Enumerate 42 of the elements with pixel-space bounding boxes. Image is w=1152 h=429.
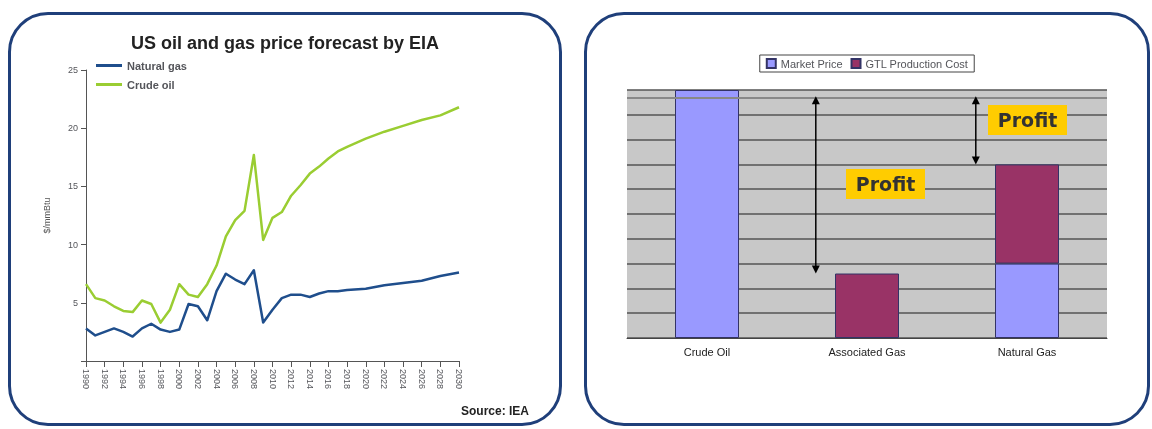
legend-label: Natural gas (127, 59, 187, 72)
x-tick-label: Crude Oil (683, 345, 731, 358)
source-note: Source: IEA (460, 404, 530, 418)
x-tick-label: Associated Gas (828, 345, 907, 358)
x-tick-label: 2020 (360, 369, 371, 390)
y-tick-label: 25 (67, 65, 78, 75)
x-tick-label: 2012 (286, 369, 297, 390)
y-tick-label: 10 (67, 239, 78, 250)
x-tick-label: 1990 (81, 369, 91, 390)
bar (675, 90, 739, 338)
x-tick-label: 1992 (99, 369, 110, 390)
x-tick-label: 2006 (230, 369, 241, 390)
x-tick-label: 1996 (136, 369, 147, 390)
x-tick-label: 2010 (267, 369, 278, 390)
x-tick-label: 2018 (342, 369, 353, 390)
x-tick-label: 2008 (248, 369, 259, 390)
x-tick-label: 1998 (155, 369, 166, 390)
legend-label: Market Price (780, 57, 843, 70)
x-tick-label: 2014 (304, 369, 315, 390)
bar (835, 273, 899, 338)
y-tick-label: 20 (67, 123, 78, 134)
line-series (84, 106, 461, 324)
x-tick-label: Natural Gas (997, 345, 1057, 358)
x-tick-label: 2030 (454, 369, 464, 390)
x-tick-label: 2000 (174, 369, 185, 390)
x-tick-label: 2024 (398, 369, 409, 390)
line-series (84, 268, 461, 338)
legend-label: Crude oil (127, 78, 175, 91)
y-tick-label: 5 (72, 297, 78, 308)
x-tick-label: 1994 (118, 369, 129, 390)
chart-title: US oil and gas price forecast by EIA (130, 33, 440, 53)
x-tick-label: 2028 (435, 369, 446, 390)
y-tick-label: 15 (67, 181, 78, 192)
y-axis-title: $/mmBtu (41, 197, 52, 234)
x-tick-label: 2004 (211, 369, 222, 390)
legend-label: GTL Production Cost (865, 57, 968, 70)
x-tick-label: 2026 (416, 369, 427, 390)
x-tick-label: 2016 (323, 369, 334, 390)
x-tick-label: 2022 (379, 369, 390, 390)
annotation: Profit (845, 168, 926, 199)
annotation: Profit (987, 105, 1068, 136)
x-tick-label: 2002 (192, 369, 203, 390)
